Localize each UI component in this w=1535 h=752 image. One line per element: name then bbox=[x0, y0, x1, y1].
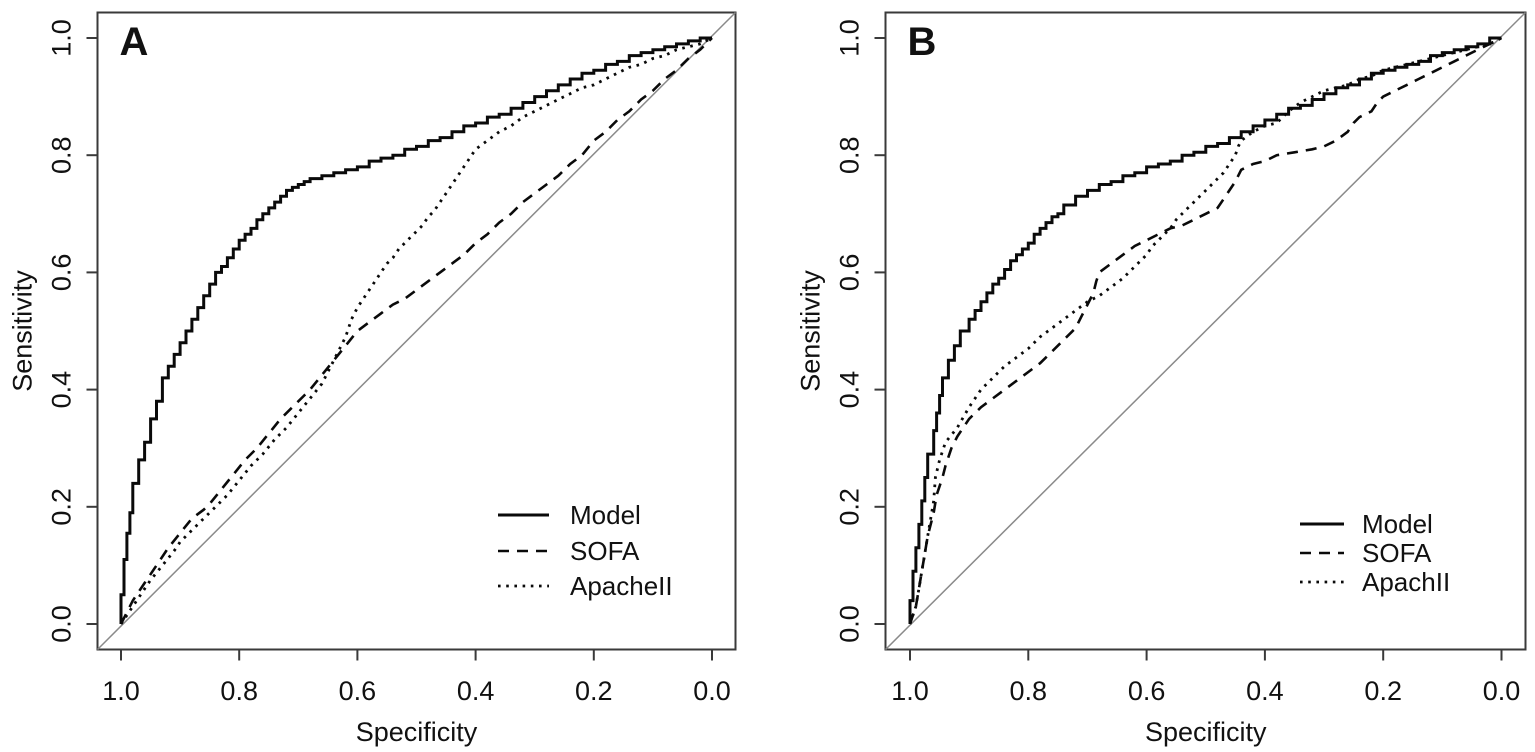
panel-label: B bbox=[908, 20, 937, 64]
legend-label-model: Model bbox=[570, 500, 641, 530]
plot-box bbox=[96, 11, 737, 651]
y-tick-label: 1.0 bbox=[835, 19, 865, 57]
legend-label-sofa: SOFA bbox=[570, 536, 640, 566]
x-tick-label: 0.8 bbox=[220, 676, 258, 706]
x-tick-label: 0.0 bbox=[1483, 676, 1521, 706]
x-tick-label: 1.0 bbox=[891, 676, 929, 706]
x-tick-label: 0.4 bbox=[1246, 676, 1284, 706]
legend: Model SOFA ApacheII bbox=[498, 500, 673, 601]
x-tick-label: 0.6 bbox=[339, 676, 377, 706]
panel-label: A bbox=[120, 20, 149, 64]
legend-label-model: Model bbox=[1362, 509, 1433, 539]
panel-b: 1.0 0.8 0.6 0.4 0.2 0.0 0.0 0.2 0.4 0.6 0.8 1.0 Spec… bbox=[796, 11, 1527, 747]
y-axis-title: Sensitivity bbox=[8, 270, 38, 392]
x-axis-title: Specificity bbox=[1145, 717, 1267, 747]
x-tick-label: 0.2 bbox=[575, 676, 613, 706]
plot-box bbox=[884, 11, 1527, 651]
y-tick-label: 0.8 bbox=[835, 136, 865, 174]
y-tick-label: 0.2 bbox=[47, 488, 77, 526]
x-tick-label: 0.6 bbox=[1128, 676, 1166, 706]
diagonal-reference-line bbox=[884, 11, 1527, 651]
x-tick-label: 1.0 bbox=[102, 676, 140, 706]
curve-apachii bbox=[908, 36, 1503, 625]
x-tick-label: 0.4 bbox=[457, 676, 495, 706]
y-axis-title: Sensitivity bbox=[796, 270, 826, 392]
y-tick-label: 1.0 bbox=[47, 19, 77, 57]
y-tick-label: 0.6 bbox=[835, 254, 865, 292]
curve-sofa bbox=[119, 37, 713, 625]
x-tick-label: 0.2 bbox=[1364, 676, 1402, 706]
legend-label-sofa: SOFA bbox=[1362, 538, 1432, 568]
y-tick-label: 0.4 bbox=[835, 371, 865, 409]
panel-a: 1.0 0.8 0.6 0.4 0.2 0.0 0.0 0.2 0.4 0.6 0.8 1.0 Spec… bbox=[8, 11, 737, 747]
legend-label-apacheii: ApacheII bbox=[570, 571, 673, 601]
y-tick-label: 0.4 bbox=[47, 371, 77, 409]
y-tick-label: 0.8 bbox=[47, 136, 77, 174]
x-tick-label: 0.0 bbox=[693, 676, 731, 706]
y-tick-label: 0.0 bbox=[835, 605, 865, 643]
legend-label-apachii: ApachII bbox=[1362, 567, 1450, 597]
curve-model bbox=[119, 36, 712, 624]
x-axis-title: Specificity bbox=[356, 717, 478, 747]
y-tick-label: 0.6 bbox=[47, 254, 77, 292]
x-tick-label: 0.8 bbox=[1010, 676, 1048, 706]
curve-model bbox=[908, 36, 1502, 624]
y-tick-label: 0.0 bbox=[47, 605, 77, 643]
diagonal-reference-line bbox=[96, 11, 737, 651]
y-tick-label: 0.2 bbox=[835, 488, 865, 526]
